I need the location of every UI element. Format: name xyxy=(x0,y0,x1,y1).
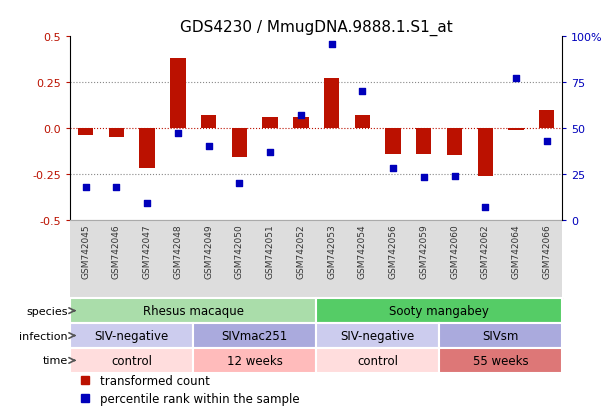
Bar xyxy=(439,348,562,373)
Bar xyxy=(439,323,562,348)
Text: GSM742048: GSM742048 xyxy=(174,224,182,278)
Point xyxy=(450,173,459,180)
Bar xyxy=(78,128,93,136)
Text: control: control xyxy=(111,354,152,367)
Point xyxy=(296,112,306,119)
Point xyxy=(388,166,398,172)
Bar xyxy=(539,110,554,128)
Bar xyxy=(293,118,309,128)
Bar xyxy=(70,299,316,323)
Bar xyxy=(324,79,339,128)
Text: GSM742049: GSM742049 xyxy=(204,224,213,278)
Bar xyxy=(193,323,316,348)
Text: SIVmac251: SIVmac251 xyxy=(222,329,288,342)
Text: GSM742054: GSM742054 xyxy=(358,224,367,278)
Bar xyxy=(416,128,431,154)
Bar xyxy=(262,118,278,128)
Text: GSM742066: GSM742066 xyxy=(542,224,551,279)
Bar xyxy=(354,116,370,128)
Text: GSM742052: GSM742052 xyxy=(296,224,306,278)
Text: 12 weeks: 12 weeks xyxy=(227,354,283,367)
Point xyxy=(203,144,213,150)
Bar xyxy=(508,128,524,131)
Bar xyxy=(139,128,155,169)
Point xyxy=(480,204,490,211)
Text: GSM742046: GSM742046 xyxy=(112,224,121,278)
Bar xyxy=(201,116,216,128)
Text: Rhesus macaque: Rhesus macaque xyxy=(143,304,244,317)
Text: GSM742051: GSM742051 xyxy=(266,224,274,279)
Point xyxy=(173,131,183,138)
Point xyxy=(235,180,244,187)
Bar xyxy=(386,128,401,154)
Text: GSM742062: GSM742062 xyxy=(481,224,490,278)
Text: SIV-negative: SIV-negative xyxy=(340,329,415,342)
Text: GSM742045: GSM742045 xyxy=(81,224,90,278)
Bar xyxy=(109,128,124,138)
Bar xyxy=(170,59,186,128)
Text: Sooty mangabey: Sooty mangabey xyxy=(389,304,489,317)
Text: transformed count: transformed count xyxy=(100,374,210,387)
Point xyxy=(327,41,337,48)
Point xyxy=(419,175,429,181)
Text: GSM742060: GSM742060 xyxy=(450,224,459,279)
Point xyxy=(142,200,152,207)
Bar xyxy=(70,323,193,348)
Text: SIVsm: SIVsm xyxy=(483,329,519,342)
Bar xyxy=(316,299,562,323)
Point xyxy=(111,184,121,190)
Text: infection: infection xyxy=(19,331,68,341)
Title: GDS4230 / MmugDNA.9888.1.S1_at: GDS4230 / MmugDNA.9888.1.S1_at xyxy=(180,20,453,36)
Text: species: species xyxy=(26,306,68,316)
Bar xyxy=(316,323,439,348)
Text: GSM742056: GSM742056 xyxy=(389,224,398,279)
Text: GSM742064: GSM742064 xyxy=(511,224,521,278)
Text: control: control xyxy=(357,354,398,367)
Text: time: time xyxy=(43,356,68,366)
Text: GSM742047: GSM742047 xyxy=(142,224,152,278)
Text: GSM742059: GSM742059 xyxy=(419,224,428,279)
Text: GSM742053: GSM742053 xyxy=(327,224,336,279)
Bar xyxy=(447,128,462,156)
Bar xyxy=(193,348,316,373)
Text: GSM742050: GSM742050 xyxy=(235,224,244,279)
Text: 55 weeks: 55 weeks xyxy=(473,354,529,367)
Bar xyxy=(70,348,193,373)
Point xyxy=(357,89,367,95)
Point xyxy=(542,138,552,145)
Point xyxy=(511,76,521,83)
Text: percentile rank within the sample: percentile rank within the sample xyxy=(100,392,299,405)
Bar xyxy=(478,128,493,176)
Bar xyxy=(316,348,439,373)
Point xyxy=(265,149,275,156)
Text: SIV-negative: SIV-negative xyxy=(95,329,169,342)
Bar xyxy=(232,128,247,158)
Point xyxy=(81,184,90,190)
